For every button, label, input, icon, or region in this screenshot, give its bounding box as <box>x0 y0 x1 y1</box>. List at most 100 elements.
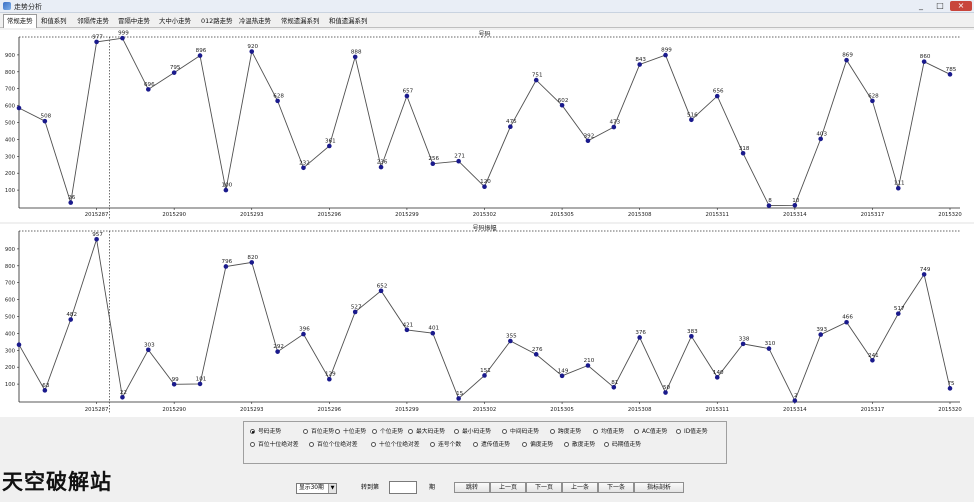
data-point <box>171 381 177 387</box>
data-label: 652 <box>377 283 388 289</box>
data-label: 140 <box>713 370 724 376</box>
indicator-analysis-button[interactable]: 指标剖析 <box>634 482 684 493</box>
radio-dot <box>250 429 255 434</box>
data-point <box>456 396 461 401</box>
radio-number-trend[interactable]: 号码走势 <box>250 428 281 437</box>
radio-mid-digit-trend[interactable]: 中间码走势 <box>502 428 539 437</box>
data-point <box>689 333 694 339</box>
data-point <box>663 390 668 395</box>
tab-missing-series[interactable]: 常规遗漏系列 <box>281 17 320 25</box>
radio-tens-trend[interactable]: 十位走势 <box>335 428 366 437</box>
data-label: 376 <box>635 330 646 336</box>
tab-sum-series[interactable]: 和值系列 <box>41 17 67 25</box>
next-page-button[interactable]: 下一页 <box>526 482 562 493</box>
data-point <box>275 98 280 104</box>
watermark-text: 天空破解站 <box>2 470 112 494</box>
radio-dot <box>408 429 413 434</box>
data-point <box>792 398 798 403</box>
radio-dispersion-trend[interactable]: 散度走势 <box>564 441 595 450</box>
data-label: 843 <box>635 57 646 63</box>
data-label: 8 <box>768 198 772 204</box>
data-point <box>42 118 48 124</box>
x-tick-label: 2015299 <box>395 407 419 413</box>
radio-label: 均值走势 <box>601 429 625 435</box>
radio-dot <box>372 429 377 434</box>
radio-dot <box>676 429 681 434</box>
prev-item-button[interactable]: 上一条 <box>562 482 598 493</box>
data-point <box>895 185 901 191</box>
radio-label: AC值走势 <box>642 429 668 435</box>
x-tick-label: 2015293 <box>240 212 264 218</box>
tab-regular-trend[interactable]: 常规走势 <box>3 14 37 28</box>
data-point <box>870 98 875 104</box>
x-tick-label: 2015311 <box>705 212 729 218</box>
data-point <box>766 203 772 208</box>
data-label: 26 <box>68 195 76 201</box>
radio-hundreds-units-diff[interactable]: 百位个位绝对差 <box>309 441 358 450</box>
data-label: 120 <box>480 179 491 185</box>
data-label: 10 <box>792 198 800 204</box>
data-label: 795 <box>170 65 181 71</box>
data-point <box>508 338 513 344</box>
data-label: 482 <box>66 312 77 318</box>
data-label: 22 <box>120 390 127 396</box>
prev-page-button[interactable]: 上一页 <box>490 482 526 493</box>
x-tick-label: 2015299 <box>395 212 419 218</box>
tab-strip: 常规走势 和值系列 邻隔传走势 冒隔中走势 大中小走势 012路走势 冷温热走势… <box>0 14 974 28</box>
radio-id-trend[interactable]: ID值走势 <box>676 428 708 437</box>
data-point <box>947 72 953 77</box>
next-item-button[interactable]: 下一条 <box>598 482 634 493</box>
minimize-button[interactable]: _ <box>919 1 923 10</box>
data-label: 696 <box>144 82 155 88</box>
data-point <box>637 335 642 340</box>
y-tick-label: 300 <box>5 154 16 160</box>
y-tick-label: 100 <box>5 188 16 194</box>
goto-period-input[interactable] <box>389 481 417 494</box>
radio-tens-units-diff[interactable]: 十位个位绝对差 <box>371 441 420 450</box>
x-tick-label: 2015311 <box>705 407 729 413</box>
maximize-button[interactable]: □ <box>936 1 944 10</box>
data-point <box>68 317 74 322</box>
data-point <box>352 54 358 60</box>
tab-size-trend[interactable]: 大中小走势 <box>159 17 191 25</box>
radio-ac-trend[interactable]: AC值走势 <box>634 428 667 437</box>
radio-dot <box>454 429 459 434</box>
data-point <box>921 59 927 64</box>
data-point <box>301 331 306 337</box>
data-point <box>352 309 358 315</box>
y-tick-label: 400 <box>5 331 16 337</box>
radio-span-trend[interactable]: 跨度走势 <box>550 428 581 437</box>
data-point <box>404 93 410 99</box>
radio-units-trend[interactable]: 个位走势 <box>372 428 403 437</box>
x-tick-label: 2015308 <box>628 212 652 218</box>
radio-hundreds-trend[interactable]: 百位走势 <box>303 428 334 437</box>
tab-gap-trend[interactable]: 冒隔中走势 <box>118 17 150 25</box>
jump-button[interactable]: 跳转 <box>454 482 490 493</box>
data-point <box>844 57 849 63</box>
radio-skew-trend[interactable]: 偏度走势 <box>522 441 553 450</box>
radio-label: 个位走势 <box>380 429 404 435</box>
tab-hot-cold-trend[interactable]: 冷温热走势 <box>239 17 271 25</box>
radio-max-digit-trend[interactable]: 最大码走势 <box>408 428 445 437</box>
radio-mean-trend[interactable]: 均值走势 <box>593 428 624 437</box>
radio-period-value-trend[interactable]: 码期值走势 <box>604 441 641 450</box>
data-label: 656 <box>713 89 724 95</box>
data-point <box>120 35 125 41</box>
data-point <box>327 376 332 382</box>
navigation-bar: 显示30期 ▼ 转到第 期 跳转 上一页 下一页 上一条 下一条 指标剖析 <box>0 468 974 502</box>
tab-sum-missing-series[interactable]: 和值遗漏系列 <box>329 17 368 25</box>
data-point <box>197 381 203 387</box>
period-count-select[interactable]: 显示30期 ▼ <box>296 483 337 494</box>
data-label: 751 <box>532 73 543 79</box>
close-button[interactable]: × <box>950 1 972 11</box>
data-point <box>663 52 668 58</box>
radio-inherit-trend[interactable]: 遗传值走势 <box>473 441 510 450</box>
data-label: 920 <box>247 44 258 50</box>
radio-min-digit-trend[interactable]: 最小码走势 <box>454 428 491 437</box>
tab-neighbor-trend[interactable]: 邻隔传走势 <box>77 17 109 25</box>
radio-dot <box>473 442 478 447</box>
radio-consecutive-count[interactable]: 连号个数 <box>430 441 461 450</box>
tab-012-trend[interactable]: 012路走势 <box>201 17 233 25</box>
radio-hundreds-tens-diff[interactable]: 百位十位绝对差 <box>250 441 299 450</box>
data-point <box>378 288 384 294</box>
